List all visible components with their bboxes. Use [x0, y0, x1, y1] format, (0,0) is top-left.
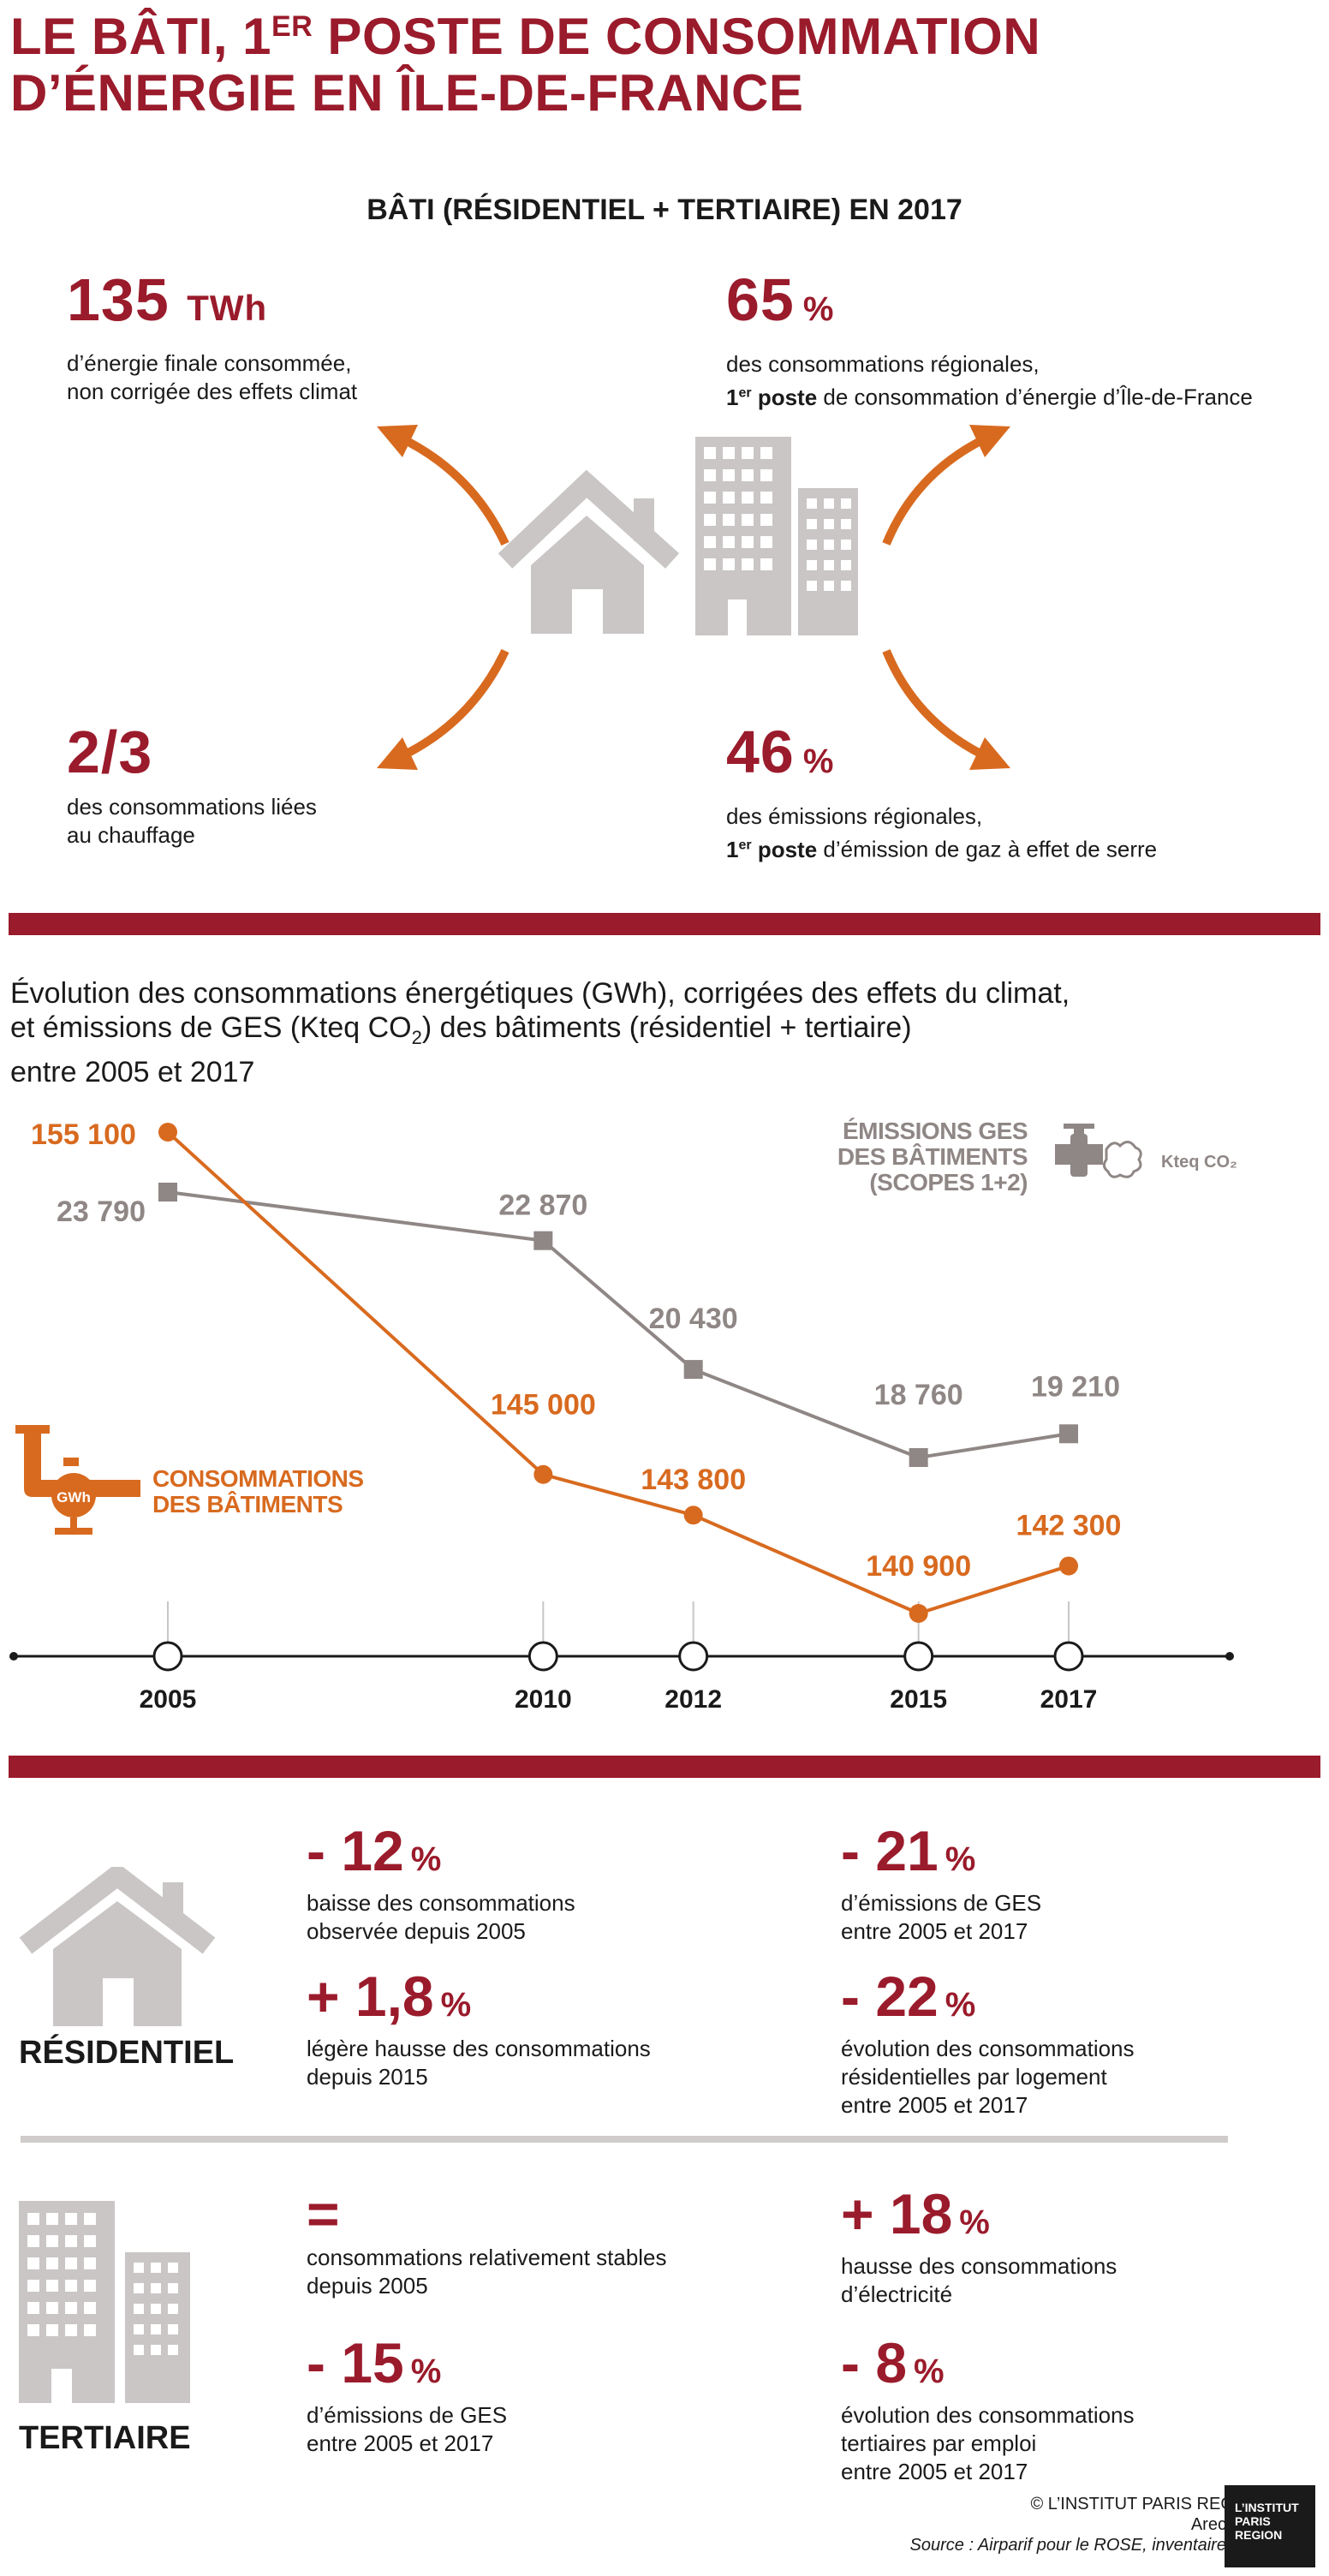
section-separator	[21, 2136, 1228, 2143]
arrow-top-right-icon	[882, 425, 1010, 546]
consumption-point	[1059, 1556, 1078, 1576]
consumption-series-line	[166, 1130, 1070, 1616]
stat-share: 65% des consommations régionales, 1er pos…	[726, 265, 1253, 412]
section-subtitle: BÂTI (RÉSIDENTIEL + TERTIAIRE) EN 2017	[367, 194, 962, 226]
residential-label: RÉSIDENTIEL	[19, 2035, 235, 2071]
consumption-point	[533, 1464, 553, 1484]
x-tick-label: 2012	[664, 1685, 722, 1714]
residential-item: + 1,8% légère hausse des consommations de…	[307, 1965, 651, 2090]
emissions-point	[683, 1360, 703, 1380]
emissions-point	[1059, 1424, 1078, 1444]
consumption-data-label: 143 800	[641, 1464, 746, 1496]
x-tick-marker	[1053, 1641, 1084, 1672]
page-title: LE BÂTI, 1er POSTE DE CONSOMMATION D’ÉNE…	[10, 8, 1041, 122]
stat-share-desc: des consommations régionales, 1er poste d…	[726, 351, 1253, 410]
legend-consumption: CONSOMMATIONS DES BÂTIMENTS	[152, 1465, 364, 1518]
residential-item: - 12% baisse des consommations observée d…	[307, 1819, 575, 1944]
residential-item: - 22% évolution des consommations résiden…	[841, 1965, 1135, 2118]
stat-emissions-value: 46%	[726, 719, 835, 785]
stat-heating-desc: des consommations liées au chauffage	[67, 794, 317, 848]
arrow-bottom-right-icon	[882, 649, 1010, 770]
stat-heating: 2/3 des consommations liées au chauffage	[67, 718, 317, 850]
gas-valve-icon	[1055, 1124, 1142, 1178]
emissions-point	[158, 1183, 177, 1202]
buildings-illustration	[377, 425, 1010, 770]
consumption-point	[683, 1506, 703, 1525]
consumption-data-label: 155 100	[31, 1118, 136, 1151]
tertiary-item: - 15% d’émissions de GES entre 2005 et 20…	[307, 2331, 508, 2456]
stat-emissions-desc: des émissions régionales, 1er poste d’émi…	[726, 803, 1158, 862]
x-axis-end-dot	[1225, 1652, 1234, 1661]
emissions-data-label: 18 760	[874, 1379, 963, 1411]
x-tick-label: 2010	[515, 1685, 572, 1714]
institute-logo: L’INSTITUT PARIS REGION	[1225, 2485, 1315, 2567]
arrow-top-left-icon	[377, 425, 510, 546]
stat-emissions: 46% des émissions régionales, 1er poste d…	[726, 718, 1157, 864]
x-tick-marker	[527, 1641, 558, 1672]
emissions-point	[909, 1448, 928, 1467]
stat-share-value: 65%	[726, 266, 835, 333]
small-building-icon	[798, 488, 858, 635]
emissions-point	[533, 1231, 553, 1250]
x-tick-marker	[678, 1641, 709, 1672]
x-axis-start-dot	[9, 1652, 18, 1661]
office-building-icon	[19, 2201, 190, 2403]
x-tick-marker	[903, 1641, 934, 1672]
stat-heating-value: 2/3	[67, 719, 153, 785]
house-icon	[19, 1867, 216, 2026]
consumption-point	[158, 1123, 177, 1142]
emissions-series-line	[167, 1190, 1070, 1460]
credit: © L’INSTITUT PARIS REGION,Arec 2020 Sour…	[909, 2495, 1269, 2555]
line-chart: 2005 2010 2012 2015 2017 23 790 22 870 20 430 18…	[9, 1118, 1234, 1714]
tertiary-label: TERTIAIRE	[19, 2420, 191, 2456]
section-divider-band	[9, 1756, 1320, 1778]
office-building-icon	[695, 437, 791, 635]
chart-title: Évolution des consommations énergétiques…	[10, 977, 1070, 1088]
legend-emissions: ÉMISSIONS GES DES BÂTIMENTS (SCOPES 1+2)	[837, 1118, 1028, 1196]
x-tick-label: 2015	[890, 1685, 947, 1714]
legend-emissions-unit: Kteq CO₂	[1161, 1153, 1237, 1172]
consumption-data-label: 145 000	[491, 1389, 596, 1422]
arrow-bottom-left-icon	[377, 648, 510, 770]
x-tick-label: 2017	[1040, 1685, 1098, 1714]
stat-energy-desc: d’énergie finale consommée, non corrigée …	[67, 350, 358, 404]
tertiary-item: = consommations relativement stables depu…	[307, 2182, 667, 2299]
consumption-point	[909, 1604, 928, 1623]
emissions-data-label: 19 210	[1031, 1370, 1120, 1403]
source-note: Source : Airparif pour le ROSE, inventai…	[909, 2536, 1269, 2555]
house-icon	[498, 469, 680, 634]
x-tick-marker	[152, 1641, 183, 1672]
residential-item: - 21% d’émissions de GES entre 2005 et 20…	[841, 1819, 1042, 1944]
emissions-data-label: 23 790	[57, 1196, 146, 1228]
stat-energy-value: 135 TWh	[67, 266, 268, 333]
tertiary-item: - 8% évolution des consommations tertiair…	[841, 2331, 1135, 2484]
x-tick-label: 2005	[140, 1685, 197, 1714]
legend-consumption-unit: GWh	[57, 1489, 91, 1506]
emissions-data-label: 22 870	[498, 1190, 587, 1222]
tertiary-item: + 18% hausse des consommations d’électric…	[841, 2182, 1117, 2307]
stat-energy: 135 TWh d’énergie finale consommée, non c…	[67, 265, 357, 406]
emissions-data-label: 20 430	[649, 1303, 738, 1335]
consumption-data-label: 142 300	[1016, 1510, 1122, 1542]
section-divider-band	[9, 913, 1320, 935]
consumption-data-label: 140 900	[866, 1550, 971, 1583]
energy-pipe-icon: GWh	[15, 1425, 140, 1535]
